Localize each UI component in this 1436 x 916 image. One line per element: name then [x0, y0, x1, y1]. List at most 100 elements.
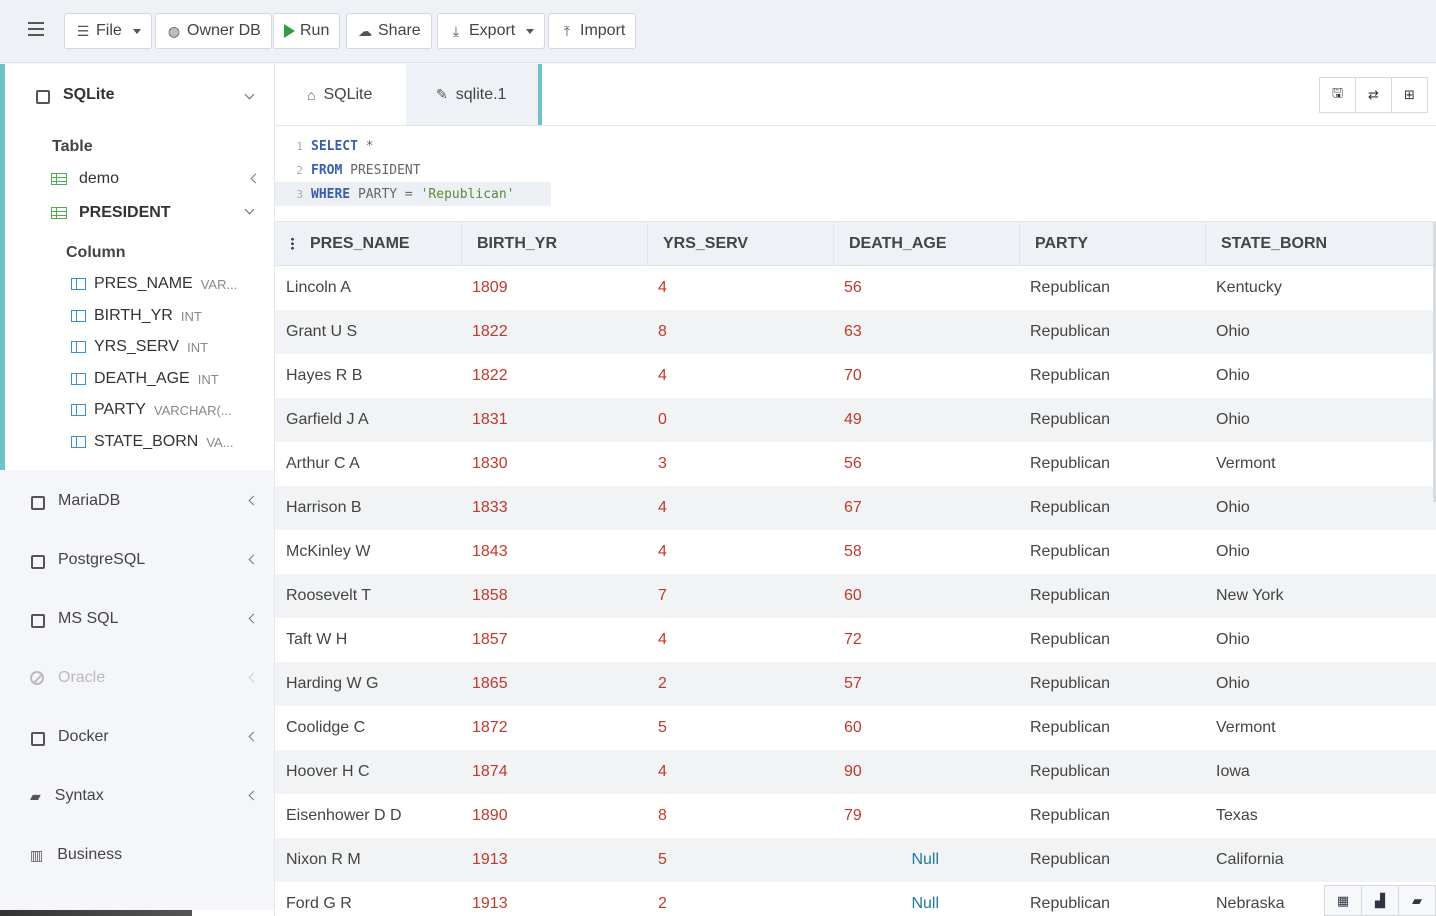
table-cell[interactable]: 70 — [844, 367, 862, 384]
table-cell[interactable]: 0 — [658, 411, 667, 428]
table-cell[interactable]: 1830 — [472, 455, 508, 472]
save-icon[interactable]: 🖫 — [1319, 77, 1356, 113]
table-cell[interactable]: 1874 — [472, 763, 508, 780]
table-cell[interactable]: Harrison B — [286, 499, 362, 516]
chevron-down-icon[interactable] — [244, 89, 255, 100]
column-header[interactable]: YRS_SERV — [648, 222, 834, 266]
table-cell[interactable]: New York — [1216, 587, 1284, 604]
table-cell[interactable]: Eisenhower D D — [286, 807, 402, 824]
table-cell[interactable]: 4 — [658, 763, 667, 780]
table-cell[interactable]: Nebraska — [1216, 895, 1285, 912]
table-cell[interactable]: Republican — [1030, 499, 1111, 516]
add-tab-icon[interactable]: ⊞ — [1391, 77, 1428, 113]
table-cell[interactable]: Coolidge C — [286, 719, 366, 736]
column-item[interactable]: YRS_SERV INT — [71, 338, 208, 356]
sidebar-item-mssql[interactable]: MS SQL — [30, 610, 118, 628]
table-cell[interactable]: Hayes R B — [286, 367, 363, 384]
table-cell[interactable]: 7 — [658, 587, 667, 604]
table-cell[interactable]: 1809 — [472, 279, 508, 296]
table-cell[interactable]: 72 — [844, 631, 862, 648]
table-cell[interactable]: Ohio — [1216, 367, 1250, 384]
chevron-left-icon[interactable] — [248, 731, 259, 742]
table-row[interactable]: Coolidge C 1872 5 60 Republican Vermont — [275, 706, 1436, 750]
table-cell[interactable]: 1822 — [472, 367, 508, 384]
sidebar-item-business[interactable]: ▥ Business — [30, 846, 122, 864]
table-row[interactable]: Lincoln A 1809 4 56 Republican Kentucky — [275, 266, 1436, 310]
sql-editor[interactable]: 1 SELECT * 2 FROM PRESIDENT 3 WHERE PART… — [275, 127, 1436, 222]
table-cell[interactable]: Grant U S — [286, 323, 358, 340]
table-view-icon[interactable]: ▦ — [1324, 885, 1362, 916]
table-cell[interactable]: 1843 — [472, 543, 508, 560]
table-cell[interactable]: Republican — [1030, 631, 1111, 648]
table-cell[interactable]: Republican — [1030, 367, 1111, 384]
table-row[interactable]: Harding W G 1865 2 57 Republican Ohio — [275, 662, 1436, 706]
table-cell[interactable]: 1833 — [472, 499, 508, 516]
table-cell[interactable]: Ohio — [1216, 411, 1250, 428]
table-row[interactable]: Garfield J A 1831 0 49 Republican Ohio — [275, 398, 1436, 442]
table-cell[interactable]: 49 — [844, 411, 862, 428]
import-button[interactable]: ⤒ Import — [548, 13, 637, 49]
column-menu-icon[interactable] — [291, 237, 294, 250]
table-cell[interactable]: 57 — [844, 675, 862, 692]
sidebar-item-syntax[interactable]: ▰ Syntax — [30, 787, 104, 805]
table-cell[interactable]: 1865 — [472, 675, 508, 692]
table-row[interactable]: Harrison B 1833 4 67 Republican Ohio — [275, 486, 1436, 530]
table-cell[interactable]: 1858 — [472, 587, 508, 604]
table-cell[interactable]: 63 — [844, 323, 862, 340]
tab-sqlite[interactable]: ⌂ SQLite — [307, 64, 372, 125]
export-menu-button[interactable]: ⤓ Export — [437, 13, 546, 49]
column-item[interactable]: PRES_NAME VAR... — [71, 275, 237, 293]
table-cell[interactable]: Republican — [1030, 543, 1111, 560]
file-menu-button[interactable]: ☰ File — [64, 13, 152, 49]
table-row[interactable]: Eisenhower D D 1890 8 79 Republican Texas — [275, 794, 1436, 838]
table-cell[interactable]: 1872 — [472, 719, 508, 736]
table-cell[interactable]: Iowa — [1216, 763, 1250, 780]
refresh-icon[interactable]: ⇄ — [1355, 77, 1392, 113]
table-row[interactable]: Ford G R 1913 2 Null Republican Nebraska — [275, 882, 1436, 916]
owner-db-button[interactable]: ◍ Owner DB — [155, 13, 272, 49]
table-row[interactable]: Hoover H C 1874 4 90 Republican Iowa — [275, 750, 1436, 794]
table-cell[interactable]: 5 — [658, 851, 667, 868]
table-cell[interactable]: 56 — [844, 279, 862, 296]
chevron-left-icon[interactable] — [248, 554, 259, 565]
chevron-left-icon[interactable] — [248, 613, 259, 624]
sidebar-item-mariadb[interactable]: MariaDB — [30, 492, 120, 510]
table-cell[interactable]: Taft W H — [286, 631, 348, 648]
table-item-demo[interactable]: demo — [51, 170, 119, 188]
table-cell[interactable]: 1831 — [472, 411, 508, 428]
table-cell[interactable]: 2 — [658, 675, 667, 692]
table-row[interactable]: Grant U S 1822 8 63 Republican Ohio — [275, 310, 1436, 354]
table-cell[interactable]: Ohio — [1216, 323, 1250, 340]
share-button[interactable]: ☁ Share — [346, 13, 432, 49]
table-item-president[interactable]: PRESIDENT — [51, 204, 171, 222]
table-cell[interactable]: 5 — [658, 719, 667, 736]
table-cell[interactable]: Harding W G — [286, 675, 379, 692]
table-cell[interactable]: Vermont — [1216, 455, 1276, 472]
table-cell[interactable]: 1890 — [472, 807, 508, 824]
table-cell[interactable]: 56 — [844, 455, 862, 472]
column-item[interactable]: STATE_BORN VA... — [71, 433, 234, 451]
book-view-icon[interactable]: ▰ — [1398, 885, 1436, 916]
table-cell[interactable]: Ohio — [1216, 543, 1250, 560]
table-cell[interactable]: Ohio — [1216, 675, 1250, 692]
column-item[interactable]: PARTY VARCHAR(... — [71, 401, 232, 419]
chevron-down-icon[interactable] — [244, 204, 255, 215]
column-header[interactable]: DEATH_AGE — [834, 222, 1020, 266]
table-cell[interactable]: Texas — [1216, 807, 1258, 824]
table-cell[interactable]: Republican — [1030, 675, 1111, 692]
column-header[interactable]: PRES_NAME — [295, 222, 462, 266]
table-cell[interactable]: Kentucky — [1216, 279, 1282, 296]
scrollbar[interactable] — [1433, 222, 1436, 502]
table-cell[interactable]: McKinley W — [286, 543, 371, 560]
table-cell[interactable]: 8 — [658, 807, 667, 824]
table-cell[interactable]: 4 — [658, 499, 667, 516]
table-row[interactable]: Hayes R B 1822 4 70 Republican Ohio — [275, 354, 1436, 398]
table-cell[interactable]: Republican — [1030, 851, 1111, 868]
table-cell[interactable]: 79 — [844, 807, 862, 824]
table-cell[interactable]: Republican — [1030, 807, 1111, 824]
table-cell[interactable]: Null — [911, 851, 939, 868]
table-row[interactable]: Roosevelt T 1858 7 60 Republican New York — [275, 574, 1436, 618]
table-row[interactable]: Taft W H 1857 4 72 Republican Ohio — [275, 618, 1436, 662]
table-cell[interactable]: 1822 — [472, 323, 508, 340]
table-cell[interactable]: 60 — [844, 719, 862, 736]
